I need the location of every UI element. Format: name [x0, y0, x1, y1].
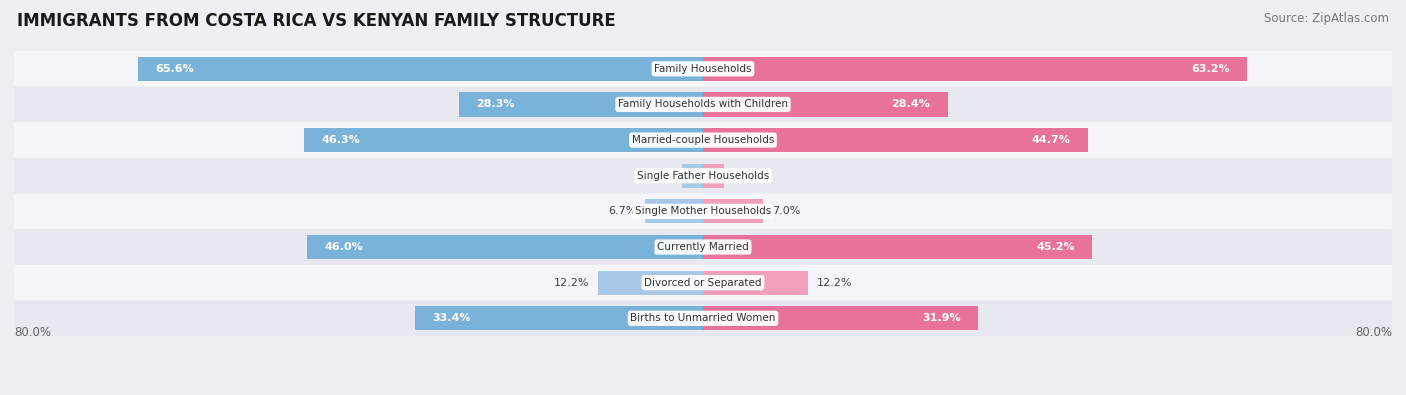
- Legend: Immigrants from Costa Rica, Kenyan: Immigrants from Costa Rica, Kenyan: [564, 393, 842, 395]
- Bar: [703, 306, 977, 331]
- Text: 12.2%: 12.2%: [817, 278, 852, 288]
- Bar: [415, 306, 703, 331]
- Text: Single Father Households: Single Father Households: [637, 171, 769, 181]
- Bar: [138, 56, 703, 81]
- Bar: [703, 56, 1247, 81]
- Bar: [598, 271, 703, 295]
- Bar: [703, 128, 1088, 152]
- Bar: [304, 128, 703, 152]
- Bar: [307, 235, 703, 259]
- Text: 80.0%: 80.0%: [1355, 326, 1392, 339]
- Text: 63.2%: 63.2%: [1191, 64, 1230, 74]
- FancyBboxPatch shape: [14, 301, 1392, 336]
- Text: Family Households with Children: Family Households with Children: [619, 100, 787, 109]
- FancyBboxPatch shape: [14, 158, 1392, 194]
- Text: 28.3%: 28.3%: [477, 100, 515, 109]
- Text: 31.9%: 31.9%: [922, 313, 960, 324]
- Text: 46.3%: 46.3%: [322, 135, 360, 145]
- Text: 6.7%: 6.7%: [609, 206, 637, 216]
- Text: Births to Unmarried Women: Births to Unmarried Women: [630, 313, 776, 324]
- Text: 33.4%: 33.4%: [433, 313, 471, 324]
- Bar: [460, 92, 703, 117]
- Text: Single Mother Households: Single Mother Households: [636, 206, 770, 216]
- Text: 65.6%: 65.6%: [155, 64, 194, 74]
- FancyBboxPatch shape: [14, 265, 1392, 301]
- Bar: [682, 164, 703, 188]
- Bar: [703, 235, 1092, 259]
- Text: IMMIGRANTS FROM COSTA RICA VS KENYAN FAMILY STRUCTURE: IMMIGRANTS FROM COSTA RICA VS KENYAN FAM…: [17, 12, 616, 30]
- Bar: [703, 271, 808, 295]
- Bar: [703, 199, 763, 224]
- FancyBboxPatch shape: [14, 87, 1392, 122]
- FancyBboxPatch shape: [14, 194, 1392, 229]
- Bar: [703, 92, 948, 117]
- Text: 28.4%: 28.4%: [891, 100, 931, 109]
- Text: Currently Married: Currently Married: [657, 242, 749, 252]
- Text: 7.0%: 7.0%: [772, 206, 800, 216]
- FancyBboxPatch shape: [14, 122, 1392, 158]
- Text: 45.2%: 45.2%: [1036, 242, 1076, 252]
- Text: 12.2%: 12.2%: [554, 278, 589, 288]
- Text: Source: ZipAtlas.com: Source: ZipAtlas.com: [1264, 12, 1389, 25]
- Text: 44.7%: 44.7%: [1032, 135, 1071, 145]
- Text: 2.4%: 2.4%: [733, 171, 761, 181]
- FancyBboxPatch shape: [14, 51, 1392, 87]
- Bar: [703, 164, 724, 188]
- Bar: [645, 199, 703, 224]
- Text: 46.0%: 46.0%: [323, 242, 363, 252]
- Text: 2.4%: 2.4%: [645, 171, 673, 181]
- Text: Married-couple Households: Married-couple Households: [631, 135, 775, 145]
- Text: 80.0%: 80.0%: [14, 326, 51, 339]
- Text: Divorced or Separated: Divorced or Separated: [644, 278, 762, 288]
- Text: Family Households: Family Households: [654, 64, 752, 74]
- FancyBboxPatch shape: [14, 229, 1392, 265]
